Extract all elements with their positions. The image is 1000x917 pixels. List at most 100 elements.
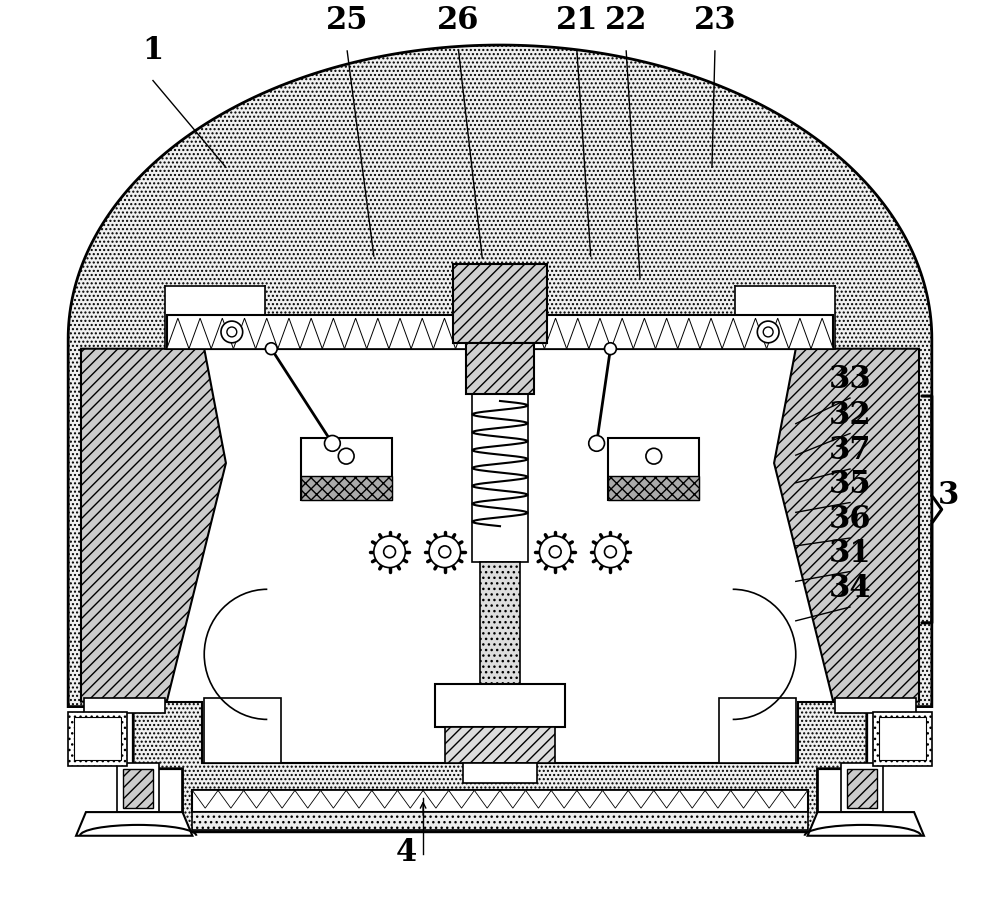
Polygon shape bbox=[500, 318, 522, 348]
Polygon shape bbox=[731, 790, 756, 808]
Polygon shape bbox=[722, 318, 744, 348]
Circle shape bbox=[384, 546, 395, 558]
Bar bbox=[466, 343, 534, 394]
Circle shape bbox=[227, 327, 237, 337]
Circle shape bbox=[265, 343, 277, 355]
Bar bbox=[484, 691, 516, 763]
Bar bbox=[204, 698, 281, 763]
Text: 22: 22 bbox=[605, 6, 647, 37]
Circle shape bbox=[763, 327, 773, 337]
Bar bbox=[873, 712, 932, 766]
Bar bbox=[835, 698, 916, 713]
Polygon shape bbox=[218, 790, 244, 808]
Bar bbox=[879, 717, 926, 760]
Polygon shape bbox=[526, 790, 551, 808]
Polygon shape bbox=[474, 790, 500, 808]
Polygon shape bbox=[756, 790, 782, 808]
Polygon shape bbox=[295, 790, 321, 808]
Circle shape bbox=[589, 436, 605, 451]
Circle shape bbox=[374, 536, 405, 568]
Bar bbox=[192, 812, 808, 830]
Polygon shape bbox=[372, 790, 397, 808]
Polygon shape bbox=[577, 790, 603, 808]
Text: 35: 35 bbox=[829, 469, 871, 500]
Polygon shape bbox=[76, 812, 192, 835]
Text: 36: 36 bbox=[829, 504, 871, 536]
Text: 32: 32 bbox=[829, 400, 871, 431]
Polygon shape bbox=[679, 790, 705, 808]
Polygon shape bbox=[744, 318, 767, 348]
Bar bbox=[735, 285, 835, 348]
Bar bbox=[435, 684, 565, 727]
Circle shape bbox=[439, 546, 451, 558]
Polygon shape bbox=[233, 318, 256, 348]
Text: 25: 25 bbox=[326, 6, 368, 37]
Circle shape bbox=[595, 536, 626, 568]
Bar bbox=[167, 315, 833, 348]
Polygon shape bbox=[628, 790, 654, 808]
Polygon shape bbox=[767, 318, 789, 348]
Polygon shape bbox=[278, 318, 300, 348]
Circle shape bbox=[325, 436, 340, 451]
Bar bbox=[68, 712, 127, 766]
Polygon shape bbox=[449, 790, 474, 808]
Bar bbox=[301, 438, 392, 500]
Bar bbox=[123, 768, 153, 808]
Text: 26: 26 bbox=[437, 6, 480, 37]
Polygon shape bbox=[611, 318, 633, 348]
Polygon shape bbox=[397, 790, 423, 808]
Bar bbox=[301, 476, 392, 500]
Polygon shape bbox=[705, 790, 731, 808]
Text: 3: 3 bbox=[938, 481, 959, 512]
Text: 21: 21 bbox=[556, 6, 598, 37]
Circle shape bbox=[757, 321, 779, 343]
Bar bbox=[847, 768, 877, 808]
Polygon shape bbox=[567, 318, 589, 348]
Polygon shape bbox=[603, 790, 628, 808]
Polygon shape bbox=[589, 318, 611, 348]
Bar bbox=[165, 285, 265, 348]
Polygon shape bbox=[346, 790, 372, 808]
Polygon shape bbox=[433, 318, 456, 348]
Polygon shape bbox=[551, 790, 577, 808]
Polygon shape bbox=[192, 790, 218, 808]
Bar bbox=[117, 763, 159, 812]
Bar bbox=[74, 717, 121, 760]
Polygon shape bbox=[165, 348, 835, 763]
Polygon shape bbox=[700, 318, 722, 348]
Bar bbox=[472, 355, 528, 562]
Bar bbox=[608, 476, 699, 500]
Polygon shape bbox=[654, 790, 679, 808]
Bar bbox=[719, 698, 796, 763]
Circle shape bbox=[605, 343, 616, 355]
Text: 37: 37 bbox=[829, 436, 871, 466]
Polygon shape bbox=[244, 790, 269, 808]
Polygon shape bbox=[808, 812, 924, 835]
Polygon shape bbox=[633, 318, 656, 348]
Polygon shape bbox=[774, 348, 919, 702]
Text: 31: 31 bbox=[829, 537, 871, 569]
Circle shape bbox=[539, 536, 571, 568]
Polygon shape bbox=[321, 790, 346, 808]
Polygon shape bbox=[189, 318, 211, 348]
Text: 4: 4 bbox=[396, 837, 417, 868]
Polygon shape bbox=[782, 790, 808, 808]
Polygon shape bbox=[478, 318, 500, 348]
Polygon shape bbox=[389, 318, 411, 348]
Circle shape bbox=[221, 321, 243, 343]
Polygon shape bbox=[411, 318, 433, 348]
Bar bbox=[608, 438, 699, 500]
Polygon shape bbox=[367, 318, 389, 348]
Circle shape bbox=[429, 536, 461, 568]
Polygon shape bbox=[500, 790, 526, 808]
Bar bbox=[84, 698, 165, 713]
Polygon shape bbox=[522, 318, 544, 348]
Bar bbox=[445, 727, 555, 763]
Polygon shape bbox=[81, 348, 226, 702]
Polygon shape bbox=[269, 790, 295, 808]
Bar bbox=[480, 562, 520, 691]
Bar bbox=[192, 790, 808, 812]
Polygon shape bbox=[544, 318, 567, 348]
Circle shape bbox=[646, 448, 662, 464]
Polygon shape bbox=[811, 318, 833, 348]
